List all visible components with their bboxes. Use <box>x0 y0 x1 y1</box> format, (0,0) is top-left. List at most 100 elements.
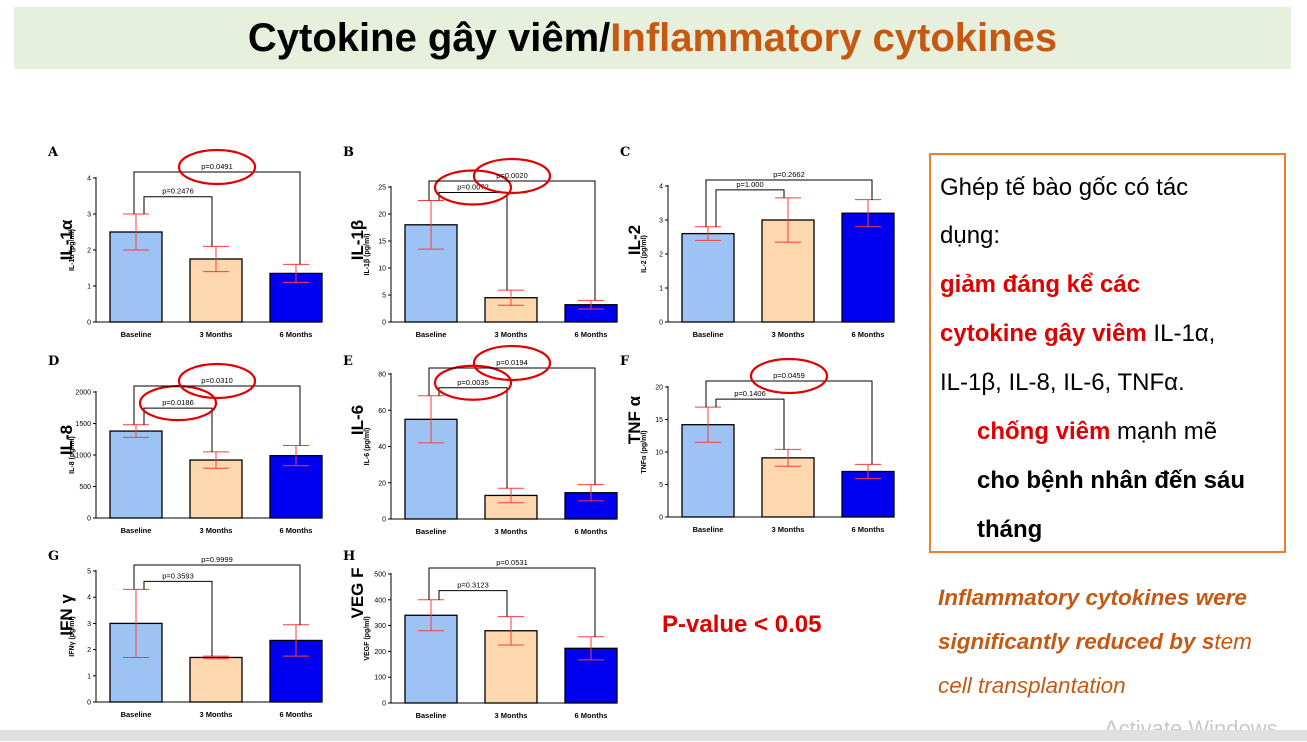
y-tick-label: 500 <box>79 484 91 491</box>
p-value-label: p=0.0459 <box>773 371 805 380</box>
y-axis-label: IL-2 (pg/ml) <box>641 235 648 273</box>
p-value-label: p=0.0531 <box>496 558 528 567</box>
comparison-bracket <box>133 171 301 265</box>
comparison-bracket <box>715 189 785 227</box>
p-value-label: p=0.2476 <box>162 187 194 196</box>
y-tick-label: 4 <box>87 595 91 602</box>
box-line-3: giảm đáng kể các <box>940 271 1140 299</box>
y-tick-label: 3 <box>659 218 663 225</box>
y-tick-label: 4 <box>87 176 91 183</box>
panel-letter: D <box>48 354 59 369</box>
panel-letter: E <box>343 354 353 369</box>
title-main: Cytokine gây viêm/ <box>247 15 611 60</box>
x-category-label: 6 Months <box>852 525 885 534</box>
p-value-label: p=0.9999 <box>201 555 233 564</box>
y-tick-label: 200 <box>374 649 386 656</box>
y-tick-label: 15 <box>378 239 386 246</box>
p-value-label: p=0.2662 <box>773 170 805 179</box>
x-category-label: 3 Months <box>495 711 528 720</box>
p-value-label: p=0.0310 <box>201 376 233 385</box>
english-summary: Inflammatory cytokines were significantl… <box>938 576 1288 708</box>
chart-b: B 0 5 10 15 20 25 IL-1β (pg/ml)IL-1β Baseline 3 M… <box>343 145 618 339</box>
y-axis-label: IL-6 (pg/ml) <box>364 428 371 466</box>
chart-h: H 0 100 200 300 400 500 VEGF (pg/ml)VEG F Baseli… <box>343 549 618 720</box>
significance-circle <box>177 148 257 186</box>
x-category-label: Baseline <box>121 526 152 535</box>
bar-baseline <box>681 232 735 323</box>
comparison-bracket <box>133 385 301 446</box>
x-category-label: Baseline <box>121 710 152 719</box>
y-axis-label: IFNγ (pg/ml) <box>69 616 76 656</box>
bar-6-months <box>841 212 895 323</box>
side-label: IFN γ <box>57 594 76 636</box>
y-tick-label: 4 <box>659 184 663 191</box>
y-tick-label: 5 <box>659 482 663 489</box>
y-tick-label: 40 <box>378 444 386 451</box>
significance-circle <box>472 344 552 382</box>
comparison-bracket <box>715 398 785 450</box>
y-axis-label: TNFα (pg/ml) <box>641 430 648 473</box>
bar-3-months <box>189 656 243 703</box>
y-tick-label: 5 <box>382 293 386 300</box>
significance-circle <box>433 169 513 206</box>
side-label: IL-1α <box>57 219 76 260</box>
p-value-label: p=0.3593 <box>162 571 194 580</box>
box-line-6-text: chống viêm mạnh mẽ <box>977 418 1217 446</box>
p-value-label: p=0.0186 <box>162 398 194 407</box>
significance-circle <box>177 362 257 400</box>
y-tick-label: 1500 <box>75 421 91 428</box>
y-tick-label: 100 <box>374 675 386 682</box>
box-highlight-2: cytokine gây viêm <box>940 320 1147 347</box>
panel-letter: F <box>620 354 630 369</box>
comparison-bracket <box>133 564 301 625</box>
box-line-1: Ghép tế bào gốc có tác <box>940 174 1189 201</box>
p-value-label: p=1.000 <box>736 180 763 189</box>
p-value-label: p=0.0491 <box>201 162 233 171</box>
y-tick-label: 500 <box>374 572 386 579</box>
p-value-label: p=0.0072 <box>457 183 489 192</box>
p-value-label: p=0.0194 <box>496 358 528 367</box>
chart-f: F 0 5 10 15 20 TNFα (pg/ml)TNF α Baseline 3 Mont… <box>620 354 895 534</box>
comparison-bracket <box>705 179 873 227</box>
x-category-label: Baseline <box>693 330 724 339</box>
box-line-2: dụng: <box>940 222 1001 249</box>
comparison-bracket <box>143 580 213 657</box>
y-tick-label: 80 <box>378 372 386 379</box>
y-tick-label: 0 <box>382 701 386 708</box>
box-highlight-1: giảm đáng kể các <box>940 271 1141 298</box>
comparison-bracket <box>428 567 596 637</box>
x-category-label: Baseline <box>416 527 447 536</box>
side-label: VEG F <box>348 567 367 618</box>
title-accent: Inflammatory cytokines <box>610 15 1058 60</box>
y-tick-label: 400 <box>374 597 386 604</box>
y-tick-label: 0 <box>382 517 386 524</box>
box-line-5: IL-1β, IL-8, IL-6, TNFα. <box>940 369 1185 396</box>
p-value-label: p=0.1406 <box>734 389 766 398</box>
chart-a: A 0 1 2 3 4 IL-1α (pg/ml)IL-1α Baseline 3 Months… <box>47 145 323 339</box>
panel-letter: B <box>343 145 354 160</box>
x-category-label: 3 Months <box>772 330 805 339</box>
x-category-label: 6 Months <box>575 330 608 339</box>
x-category-label: Baseline <box>121 330 152 339</box>
bar-3-months <box>761 457 815 518</box>
y-tick-label: 1 <box>87 673 91 680</box>
comparison-bracket <box>428 367 596 485</box>
y-tick-label: 0 <box>382 320 386 327</box>
x-category-label: 6 Months <box>280 330 313 339</box>
x-category-label: 3 Months <box>200 710 233 719</box>
comparison-bracket <box>705 380 873 465</box>
y-tick-label: 0 <box>659 320 663 327</box>
p-value-label: p=0.0020 <box>496 171 528 180</box>
side-label: IL-8 <box>57 425 76 455</box>
comparison-bracket <box>143 407 213 452</box>
box-line-7: cho bệnh nhân đến sáu <box>977 467 1246 494</box>
y-tick-label: 3 <box>87 621 91 628</box>
x-category-label: 6 Months <box>852 330 885 339</box>
box-highlight-3: chống viêm <box>977 418 1111 445</box>
box-text-2: IL-1α, <box>1146 320 1216 347</box>
y-tick-label: 25 <box>378 185 386 192</box>
y-tick-label: 1000 <box>75 453 91 460</box>
panel-letter: C <box>620 145 630 160</box>
bar-baseline <box>109 430 163 519</box>
y-tick-label: 20 <box>378 212 386 219</box>
